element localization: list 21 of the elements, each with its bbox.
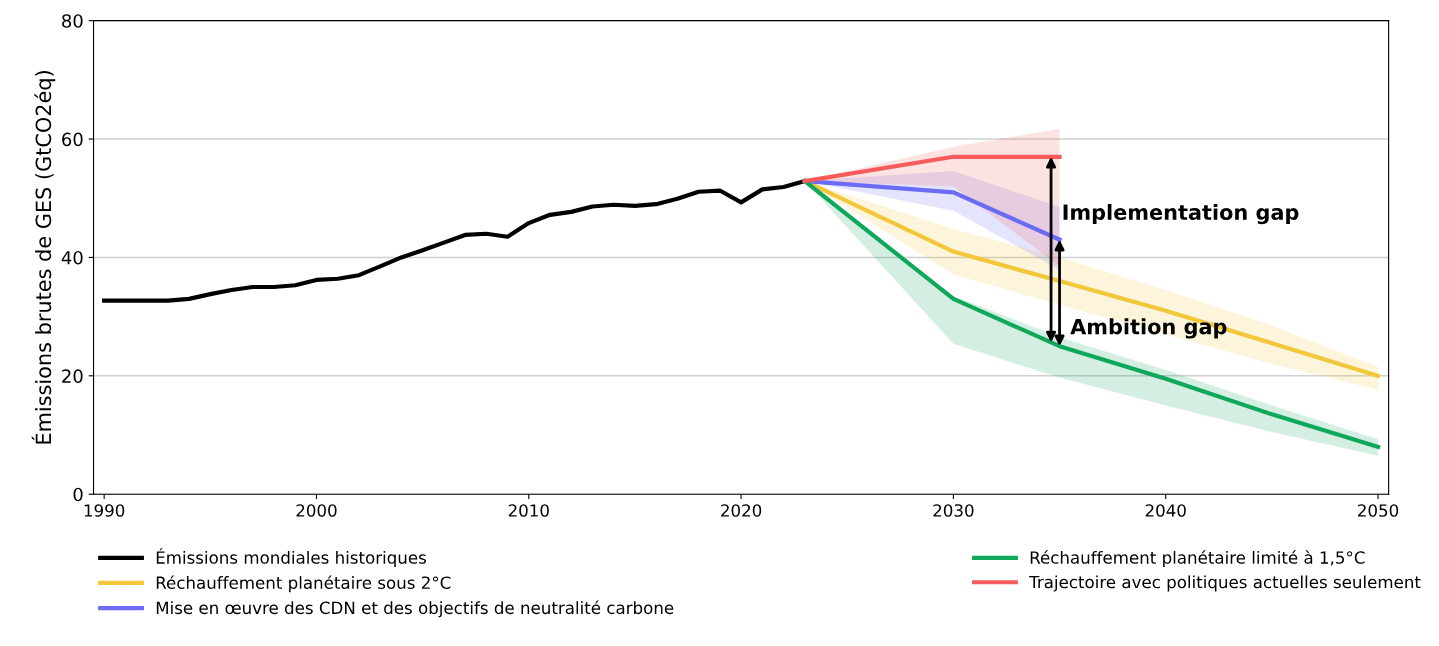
x-tick-label: 2000 xyxy=(296,504,337,517)
x-tick-label: 2010 xyxy=(508,504,549,517)
annotation: Implementation gap xyxy=(1063,203,1299,225)
y-tick-label: 0 xyxy=(73,487,83,502)
legend-label: Mise en œuvre des CDN et des objectifs de neutralité carbone xyxy=(156,600,674,618)
y-axis-title: Émissions brutes de GES (GtCO2éq) xyxy=(31,71,56,444)
x-tick-label: 2040 xyxy=(1145,504,1186,517)
y-tick-label: 60 xyxy=(62,132,83,147)
y-tick-label: 20 xyxy=(62,369,83,383)
line-series xyxy=(102,178,807,303)
y-tick-label: 40 xyxy=(61,250,83,265)
legend-label: Réchauffement planétaire limité à 1,5°C xyxy=(1030,550,1365,568)
y-tick-label: 80 xyxy=(62,14,83,28)
annotation: Ambition gap xyxy=(1070,318,1227,339)
x-tick-label: 2030 xyxy=(933,504,974,517)
x-tick-label: 2020 xyxy=(721,504,762,517)
legend-label: Réchauffement planétaire sous 2°C xyxy=(156,575,451,593)
legend-label: Émissions mondiales historiques xyxy=(156,548,426,568)
x-tick-label: 2050 xyxy=(1358,504,1399,517)
x-tick-label: 1990 xyxy=(84,504,125,517)
legend-label: Trajectoire avec politiques actuelles seulement xyxy=(1029,575,1421,592)
